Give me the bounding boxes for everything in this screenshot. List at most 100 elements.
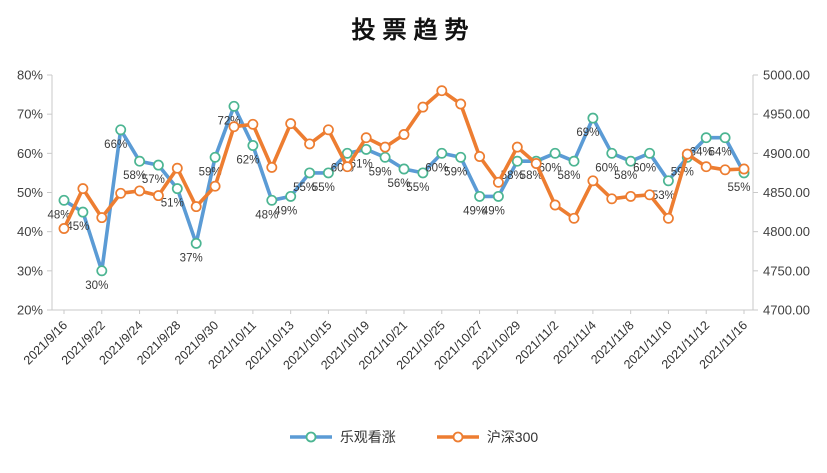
series-marker [436, 147, 448, 159]
left-axis-tick-label: 30% [17, 263, 43, 278]
legend-item-hs300[interactable]: 沪深300 [436, 427, 538, 447]
series-marker [625, 155, 637, 167]
series-marker [115, 124, 127, 136]
data-label: 51% [161, 198, 184, 210]
series-marker [455, 151, 467, 163]
series-marker [568, 212, 580, 224]
data-label: 53% [652, 190, 675, 202]
right-axis-tick-label: 4700.00 [763, 303, 810, 318]
data-label: 30% [85, 280, 108, 292]
data-label: 60% [633, 162, 656, 174]
series-marker [417, 101, 429, 113]
data-label: 55% [727, 182, 750, 194]
right-axis-tick-label: 4750.00 [763, 263, 810, 278]
series-marker [171, 183, 183, 195]
legend-label: 乐观看涨 [339, 429, 396, 445]
left-axis-tick-label: 60% [17, 146, 43, 161]
series-marker [96, 212, 108, 224]
series-marker [134, 185, 146, 197]
series-marker [511, 141, 523, 153]
series-marker [152, 190, 164, 202]
series-marker [247, 140, 259, 151]
right-axis-tick-label: 5000.00 [763, 68, 810, 83]
series-marker [247, 118, 259, 130]
series-marker [455, 98, 467, 110]
legend-swatch-line-icon [289, 431, 332, 443]
series-marker [190, 237, 202, 249]
right-axis-tick-label: 4850.00 [763, 185, 810, 200]
series-marker [644, 189, 656, 201]
series-marker [209, 151, 221, 163]
data-label: 69% [576, 127, 599, 139]
series-marker [228, 121, 240, 133]
series-marker [304, 167, 316, 179]
data-label: 58% [520, 170, 543, 182]
series-marker [190, 201, 202, 213]
series-marker [58, 223, 70, 234]
data-label: 61% [350, 158, 373, 170]
data-label: 62% [236, 155, 259, 167]
data-label: 58% [557, 170, 580, 182]
left-axis-tick-label: 50% [17, 185, 43, 200]
series-marker [77, 206, 89, 218]
data-label: 56% [387, 178, 410, 190]
series-marker [587, 175, 599, 187]
right-axis-tick-label: 4800.00 [763, 224, 810, 239]
series-marker [322, 167, 334, 179]
data-label: 58% [614, 170, 637, 182]
data-label: 48% [47, 209, 70, 221]
series-marker [606, 193, 618, 205]
legend-swatch-line-icon [436, 431, 479, 443]
series-marker [587, 112, 599, 124]
series-marker [341, 161, 353, 173]
series-marker [379, 141, 391, 153]
series-marker [474, 190, 486, 202]
data-label: 64% [709, 147, 732, 159]
left-axis-tick-label: 40% [17, 224, 43, 239]
series-marker [360, 132, 372, 144]
data-label: 45% [66, 221, 89, 233]
data-label: 49% [463, 205, 486, 217]
data-label: 60% [539, 162, 562, 174]
series-marker [738, 163, 750, 175]
series-marker [379, 151, 391, 163]
chart-title: 投票趋势 [351, 15, 476, 44]
series-marker [662, 212, 674, 224]
data-label: 58% [501, 170, 524, 182]
series-marker [568, 155, 580, 167]
plot-area: 80% 5000.00 70% 4950.00 60% 4900.00 50% 4850.00… [17, 68, 810, 373]
series-marker [492, 176, 504, 188]
data-label: 64% [690, 147, 713, 159]
data-label: 60% [595, 162, 618, 174]
series-marker [152, 159, 164, 171]
left-axis-tick-label: 80% [17, 68, 43, 83]
series-marker [209, 180, 221, 192]
data-label: 48% [255, 209, 278, 221]
data-label: 37% [180, 252, 203, 264]
series-marker [58, 194, 70, 206]
series-marker [266, 161, 278, 173]
series-marker [492, 190, 504, 202]
data-label: 49% [274, 205, 297, 217]
series-marker [322, 124, 334, 136]
data-label: 49% [482, 205, 505, 217]
data-label: 59% [369, 166, 392, 178]
series-marker [530, 158, 542, 169]
data-label: 55% [293, 182, 316, 194]
series-marker [77, 183, 89, 195]
series-marker [606, 147, 618, 159]
data-label: 60% [425, 162, 448, 174]
series-marker [625, 190, 637, 202]
data-label: 58% [123, 170, 146, 182]
series-marker [304, 138, 316, 150]
data-label: 66% [104, 139, 127, 151]
right-axis-tick-label: 4900.00 [763, 146, 810, 161]
series-marker [266, 194, 278, 206]
series-marker [341, 147, 353, 159]
series-marker [681, 148, 693, 160]
series-marker [96, 265, 108, 277]
left-axis-tick-label: 20% [17, 303, 43, 318]
series-marker [549, 199, 561, 211]
legend-item-optimistic[interactable]: 乐观看涨 [289, 427, 396, 447]
